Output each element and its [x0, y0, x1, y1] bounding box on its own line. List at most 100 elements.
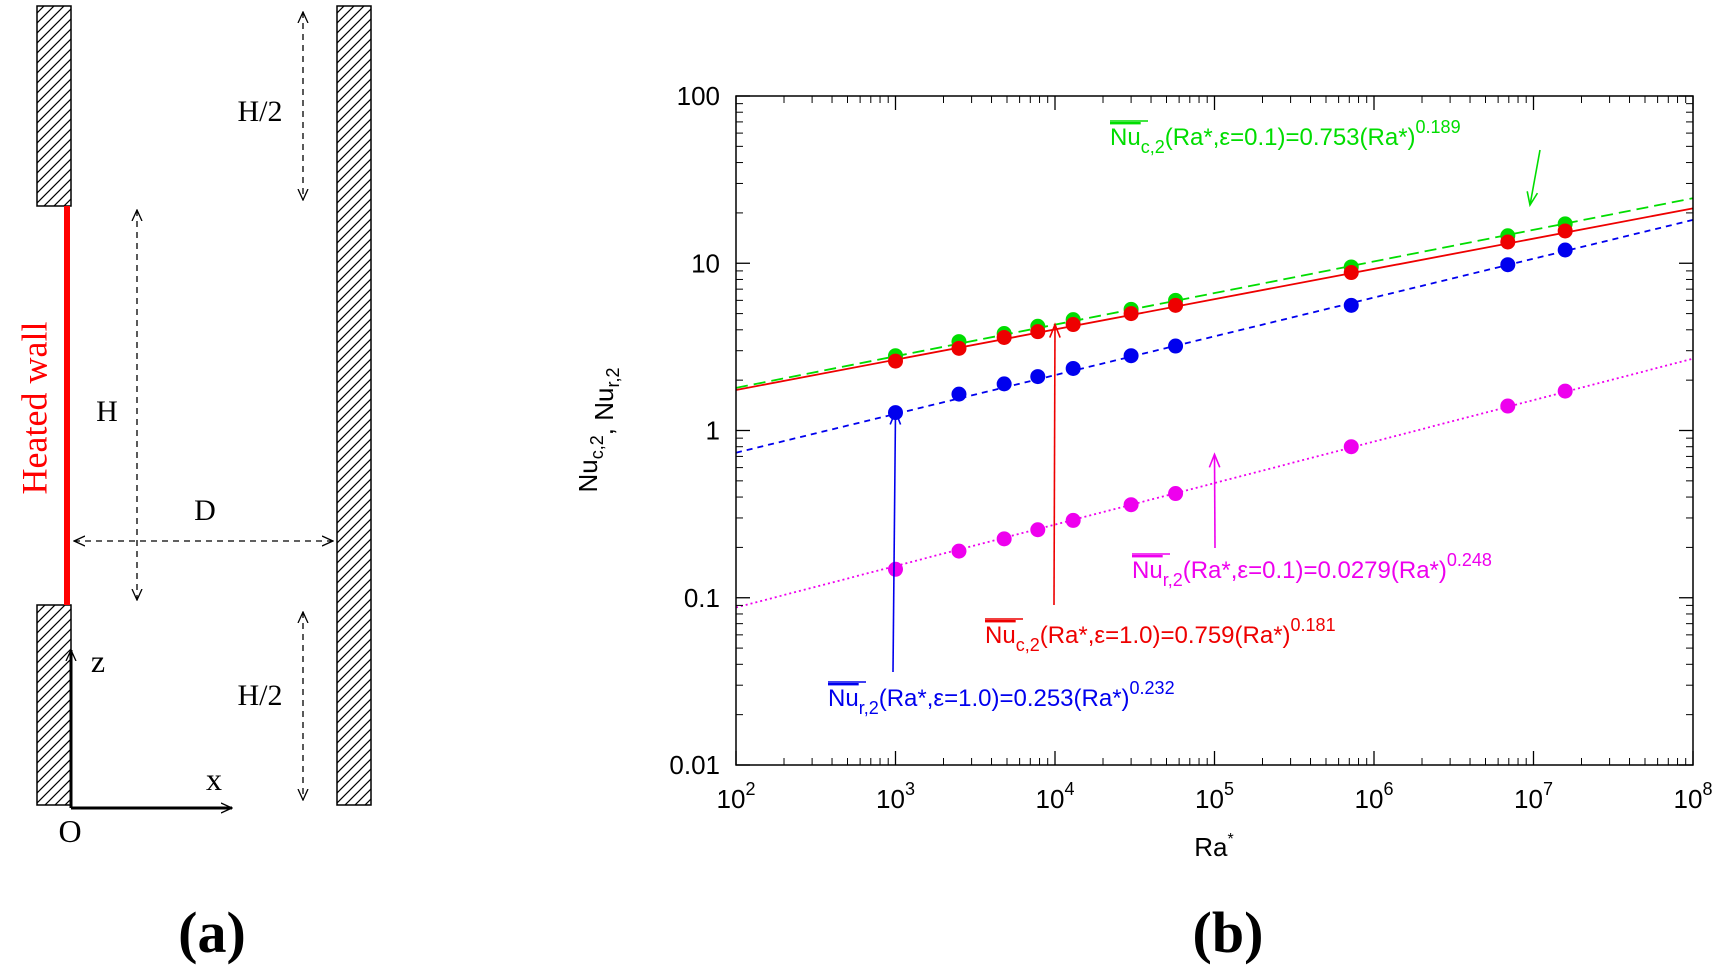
label-x: x: [206, 761, 222, 797]
annotation-label: Nuc,2(Ra*,ε=1.0)=0.759(Ra*)0.181: [985, 615, 1336, 655]
data-point-series-4: [951, 543, 967, 559]
annotation-label-nu: Nu: [985, 622, 1016, 649]
label-h-half-top: H/2: [238, 95, 283, 128]
x-tick-label: 107: [1514, 779, 1553, 814]
annotation-arrowhead: [1208, 452, 1221, 468]
x-tick-label-exponent: 7: [1543, 779, 1553, 799]
data-point-series-2: [1343, 265, 1359, 281]
x-tick-label: 104: [1036, 779, 1075, 814]
left-wall-bottom: [36, 604, 72, 806]
plot-frame: [735, 95, 1694, 766]
label-h: H: [96, 395, 118, 428]
data-point-series-2: [1500, 234, 1516, 250]
annotation-label: Nur,2(Ra*,ε=0.1)=0.0279(Ra*)0.248: [1132, 550, 1492, 590]
x-tick-label-exponent: 3: [905, 779, 915, 799]
data-point-series-3: [1168, 338, 1184, 354]
x-tick-label-base: 10: [1355, 784, 1384, 814]
annotation-label-subscript: c,2: [1016, 635, 1040, 655]
data-point-series-3: [1123, 348, 1139, 364]
data-point-series-4: [1168, 486, 1184, 502]
annotation-arrow: [1053, 324, 1056, 606]
y-axis-label-subscript: r,2: [603, 368, 623, 388]
annotation-label-body: (Ra*,ε=0.1)=0.0279(Ra*): [1183, 557, 1447, 584]
data-point-series-2: [1168, 297, 1184, 313]
y-tick-label: 10: [691, 248, 720, 278]
data-point-series-2: [951, 340, 967, 356]
x-tick-label-base: 10: [1674, 784, 1703, 814]
x-tick-label-base: 10: [1195, 784, 1224, 814]
x-tick-label: 103: [876, 779, 915, 814]
label-z: z: [91, 643, 105, 679]
x-tick-label: 102: [717, 779, 756, 814]
label-h-half-bottom: H/2: [238, 679, 283, 712]
x-tick-label-exponent: 2: [745, 779, 755, 799]
data-point-series-4: [888, 561, 903, 577]
x-tick-label-base: 10: [1036, 784, 1065, 814]
annotation-arrow: [1213, 454, 1216, 549]
data-point-series-4: [1030, 522, 1046, 538]
x-tick-label-base: 10: [876, 784, 905, 814]
x-tick-label: 108: [1674, 779, 1713, 814]
x-axis-label-base: Ra: [1194, 832, 1228, 862]
annotation-label-body: (Ra*,ε=1.0)=0.759(Ra*): [1040, 622, 1291, 649]
data-point-series-2: [1030, 324, 1046, 340]
x-tick-label-exponent: 8: [1702, 779, 1712, 799]
annotation-label-subscript: r,2: [1163, 570, 1183, 590]
label-origin: O: [58, 813, 81, 849]
fit-line-series-2: [735, 207, 1694, 391]
y-axis-label: Nuc,2, Nur,2: [573, 368, 623, 493]
right-wall: [336, 5, 372, 806]
y-tick-label: 100: [677, 81, 720, 111]
panel-a-schematic: Heated wall H D H/2 H/2 z x O (a): [14, 5, 372, 965]
fit-line-series-3: [735, 219, 1694, 454]
x-tick-label: 105: [1195, 779, 1234, 814]
data-point-series-3: [1030, 369, 1046, 385]
annotation-label-superscript: 0.232: [1130, 678, 1175, 698]
fit-line-series-1: [735, 197, 1694, 389]
data-point-series-4: [1123, 497, 1139, 513]
annotation-arrowhead: [1049, 322, 1061, 338]
plot-layer: [735, 197, 1694, 609]
annotation-arrowhead: [889, 409, 902, 425]
x-axis-label-superscript: *: [1228, 831, 1234, 848]
data-point-series-2: [996, 329, 1012, 345]
panel-b-label: (b): [1193, 900, 1264, 965]
annotation-label: Nur,2(Ra*,ε=1.0)=0.253(Ra*)0.232: [828, 678, 1175, 718]
data-point-series-2: [1557, 223, 1573, 239]
data-point-series-3: [996, 376, 1012, 392]
label-d: D: [194, 494, 216, 527]
annotation-label-body: (Ra*,ε=1.0)=0.253(Ra*): [879, 685, 1130, 712]
data-point-series-3: [1065, 360, 1081, 376]
annotation-label-superscript: 0.181: [1291, 615, 1336, 635]
data-point-series-4: [1500, 398, 1516, 414]
left-wall-top: [36, 5, 72, 207]
x-tick-label-exponent: 4: [1064, 779, 1074, 799]
annotation-arrow: [892, 411, 897, 673]
annotation-label: Nuc,2(Ra*,ε=0.1)=0.753(Ra*)0.189: [1110, 117, 1461, 157]
data-point-series-4: [1343, 439, 1359, 455]
heated-wall-label: Heated wall: [14, 322, 54, 495]
annotation-label-superscript: 0.248: [1447, 550, 1492, 570]
data-point-series-4: [996, 531, 1012, 547]
annotation-arrowhead: [1526, 191, 1539, 208]
annotation-label-superscript: 0.189: [1416, 117, 1461, 137]
y-tick-label: 1: [706, 416, 720, 446]
data-point-series-3: [1500, 257, 1516, 273]
y-tick-label: 0.01: [669, 750, 720, 780]
data-point-series-3: [1557, 242, 1573, 258]
data-point-series-2: [888, 353, 903, 369]
data-point-series-4: [1065, 512, 1081, 528]
annotation-label-body: (Ra*,ε=0.1)=0.753(Ra*): [1165, 124, 1416, 151]
y-tick-label: 0.1: [684, 583, 720, 613]
y-axis-label-base: Nu: [589, 388, 619, 421]
y-axis-label-base: Nu: [573, 459, 603, 492]
annotation-label-nu: Nu: [1132, 557, 1163, 584]
annotation-label-nu: Nu: [1110, 124, 1141, 151]
data-point-series-2: [1065, 317, 1081, 333]
panel-a-label: (a): [178, 900, 246, 965]
axis-ticks: [735, 95, 1694, 766]
annotation-arrow: [1529, 149, 1541, 206]
x-tick-label-exponent: 5: [1224, 779, 1234, 799]
x-tick-label-base: 10: [1514, 784, 1543, 814]
